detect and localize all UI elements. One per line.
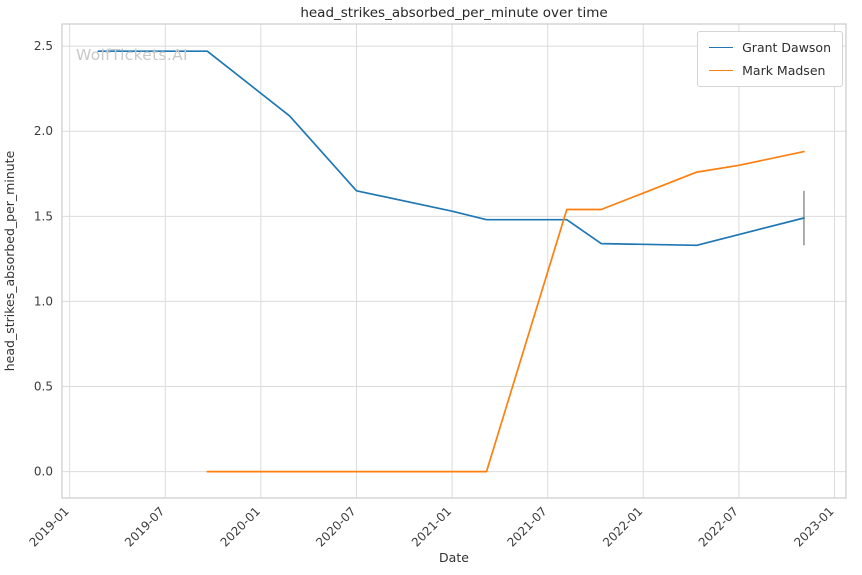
legend-item-mark-madsen: Mark Madsen xyxy=(709,63,831,78)
legend-label: Grant Dawson xyxy=(742,40,831,55)
x-tick-label: 2021-07 xyxy=(504,504,549,549)
legend-line-swatch xyxy=(709,47,734,48)
x-tick-label: 2020-01 xyxy=(218,504,263,549)
chart-title: head_strikes_absorbed_per_minute over ti… xyxy=(300,5,607,21)
plot-frame xyxy=(61,23,847,499)
x-axis-label: Date xyxy=(439,550,469,565)
y-tick-label: 2.0 xyxy=(34,124,53,138)
series-line-grant-dawson xyxy=(97,50,805,247)
y-tick-label: 1.5 xyxy=(34,209,53,223)
x-tick-label: 2020-07 xyxy=(313,504,358,549)
legend-item-grant-dawson: Grant Dawson xyxy=(709,40,831,55)
watermark: WolfTickets.AI xyxy=(76,46,188,64)
legend-line-swatch xyxy=(709,70,734,71)
y-axis-label: head_strikes_absorbed_per_minute xyxy=(2,150,17,371)
y-tick-label: 0.0 xyxy=(34,465,53,479)
y-tick-label: 1.0 xyxy=(34,294,53,308)
x-tick-label: 2022-01 xyxy=(600,504,645,549)
legend: Grant Dawson Mark Madsen xyxy=(697,31,843,87)
y-tick-label: 0.5 xyxy=(34,380,53,394)
x-tick-label: 2023-01 xyxy=(791,504,836,549)
x-tick-label: 2022-07 xyxy=(696,504,741,549)
x-tick-label: 2019-01 xyxy=(26,504,71,549)
series-line-mark-madsen xyxy=(206,150,805,473)
y-tick-label: 2.5 xyxy=(34,39,53,53)
x-tick-label: 2019-07 xyxy=(122,504,167,549)
legend-label: Mark Madsen xyxy=(742,63,826,78)
x-tick-label: 2021-01 xyxy=(409,504,454,549)
